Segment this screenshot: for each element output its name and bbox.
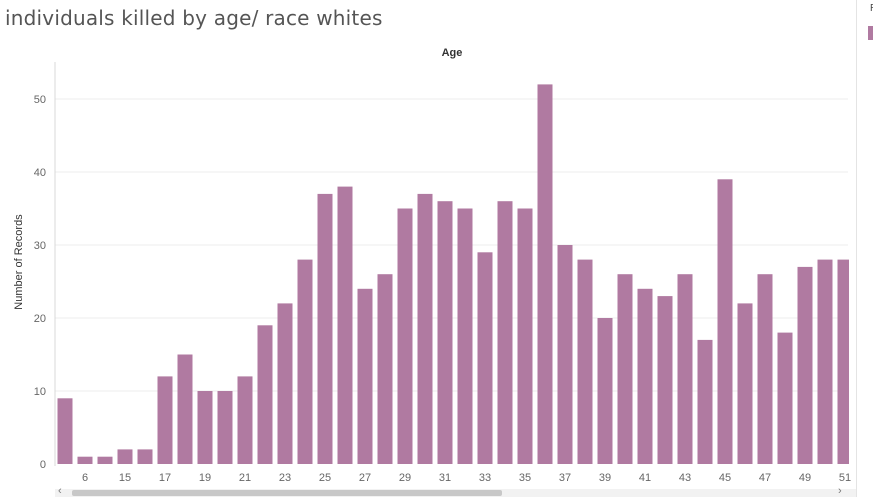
- x-tick-label: 21: [239, 472, 251, 484]
- bar[interactable]: [517, 208, 533, 465]
- x-tick-label: 19: [199, 472, 211, 484]
- bar[interactable]: [637, 288, 653, 464]
- y-tick-label: 20: [34, 313, 46, 325]
- y-tick-label: 40: [34, 167, 46, 179]
- x-tick-label: 31: [439, 472, 451, 484]
- bar[interactable]: [377, 274, 393, 464]
- bar[interactable]: [97, 456, 113, 464]
- page-title: individuals killed by age/ race whites: [5, 6, 383, 30]
- bar[interactable]: [457, 208, 473, 465]
- bar[interactable]: [577, 259, 593, 464]
- scroll-right-arrow-icon[interactable]: ›: [838, 485, 842, 497]
- tick-labels: 0 10 20 30 40 50 Age Number of Records 6 15 17 19 21…: [13, 47, 851, 484]
- bar[interactable]: [217, 391, 233, 464]
- bar[interactable]: [417, 193, 433, 464]
- bar[interactable]: [117, 449, 133, 464]
- bar[interactable]: [277, 303, 293, 464]
- bar[interactable]: [697, 339, 713, 464]
- y-tick-label: 30: [34, 240, 46, 252]
- bar[interactable]: [677, 274, 693, 464]
- x-tick-label: 43: [679, 472, 691, 484]
- bar[interactable]: [717, 179, 733, 465]
- bar[interactable]: [437, 201, 453, 464]
- x-tick-label: 25: [319, 472, 331, 484]
- bar[interactable]: [77, 456, 93, 464]
- x-tick-label: 41: [639, 472, 651, 484]
- legend-panel[interactable]: R: [856, 0, 873, 497]
- x-tick-label: 15: [119, 472, 131, 484]
- bar[interactable]: [197, 391, 213, 464]
- x-tick-label: 51: [839, 472, 851, 484]
- bar[interactable]: [137, 449, 153, 464]
- x-tick-label: 39: [599, 472, 611, 484]
- x-tick-label: 29: [399, 472, 411, 484]
- bar[interactable]: [757, 274, 773, 464]
- bar[interactable]: [657, 296, 673, 464]
- bars: [57, 84, 850, 465]
- y-tick-label: 10: [34, 386, 46, 398]
- column-header: Age: [442, 47, 463, 59]
- bar[interactable]: [777, 332, 793, 464]
- bar[interactable]: [257, 325, 273, 464]
- x-tick-label: 6: [82, 472, 88, 484]
- bar[interactable]: [157, 376, 173, 464]
- x-tick-label: 23: [279, 472, 291, 484]
- bar[interactable]: [597, 318, 613, 464]
- x-tick-label: 49: [799, 472, 811, 484]
- legend-swatch[interactable]: [868, 26, 873, 40]
- x-tick-label: 33: [479, 472, 491, 484]
- legend-title: R: [870, 3, 873, 14]
- bar[interactable]: [797, 266, 813, 464]
- bar[interactable]: [57, 398, 73, 464]
- y-axis-label: Number of Records: [13, 214, 25, 310]
- bar[interactable]: [817, 259, 833, 464]
- x-tick-label: 35: [519, 472, 531, 484]
- bar[interactable]: [537, 84, 553, 465]
- bar[interactable]: [337, 186, 353, 464]
- bar[interactable]: [397, 208, 413, 465]
- bar[interactable]: [617, 274, 633, 464]
- bar[interactable]: [737, 303, 753, 464]
- bar[interactable]: [357, 288, 373, 464]
- y-tick-label: 50: [34, 94, 46, 106]
- x-tick-label: 37: [559, 472, 571, 484]
- x-tick-label: 17: [159, 472, 171, 484]
- y-tick-label: 0: [40, 459, 46, 471]
- bar[interactable]: [237, 376, 253, 464]
- bar[interactable]: [317, 193, 333, 464]
- bar[interactable]: [497, 201, 513, 464]
- bar[interactable]: [557, 245, 573, 464]
- bar[interactable]: [297, 259, 313, 464]
- bar[interactable]: [837, 259, 850, 464]
- bar[interactable]: [177, 354, 193, 465]
- x-tick-label: 27: [359, 472, 371, 484]
- bar[interactable]: [477, 252, 493, 464]
- x-tick-label: 47: [759, 472, 771, 484]
- x-tick-label: 45: [719, 472, 731, 484]
- scroll-left-arrow-icon[interactable]: ‹: [58, 485, 62, 497]
- scrollbar-thumb[interactable]: [72, 490, 502, 496]
